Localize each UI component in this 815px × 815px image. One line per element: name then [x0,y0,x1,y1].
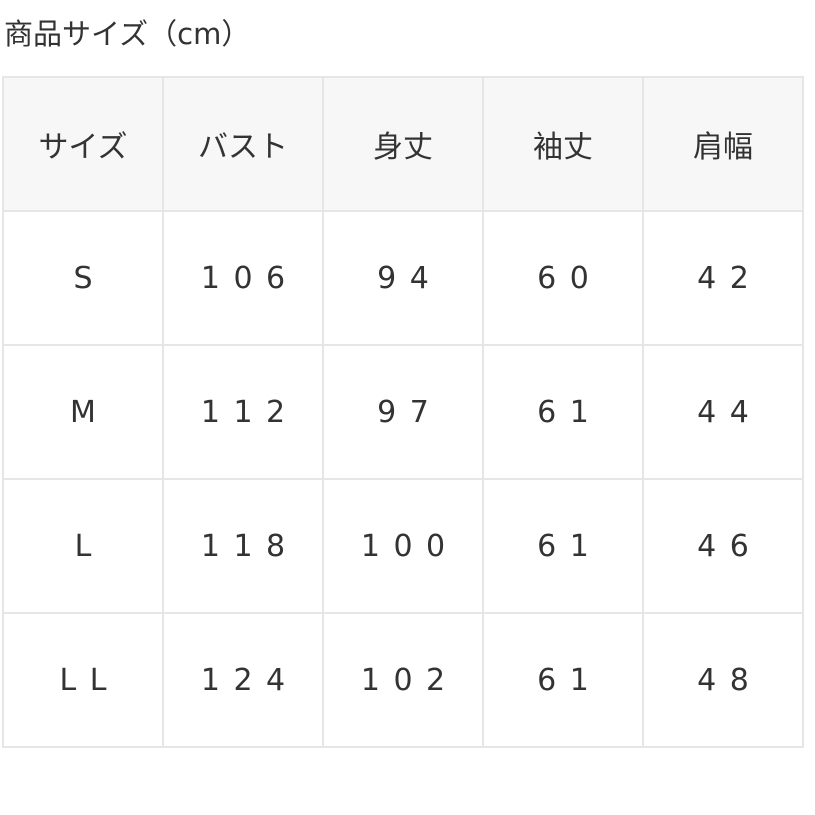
header-size: サイズ [2,76,164,212]
table-row: S 106 94 60 42 [2,210,804,346]
table-row: M 112 97 61 44 [2,344,804,480]
table-cell: 97 [322,344,484,480]
table-cell: 124 [162,612,324,748]
table-body: S 106 94 60 42 M 112 97 61 44 L 118 100 61 46 LL 124 102 6… [2,210,804,748]
size-table: サイズ バスト 身丈 袖丈 肩幅 S 106 94 60 42 M 112 97 61 44 L 11… [2,76,804,748]
table-row: LL 124 102 61 48 [2,612,804,748]
header-sleeve: 袖丈 [482,76,644,212]
table-cell: 44 [642,344,804,480]
table-cell: 112 [162,344,324,480]
table-cell: 100 [322,478,484,614]
table-cell: LL [2,612,164,748]
table-cell: 42 [642,210,804,346]
header-bust: バスト [162,76,324,212]
table-cell: M [2,344,164,480]
table-cell: 94 [322,210,484,346]
table-cell: 61 [482,344,644,480]
table-cell: S [2,210,164,346]
table-row: L 118 100 61 46 [2,478,804,614]
header-shoulder: 肩幅 [642,76,804,212]
table-header-row: サイズ バスト 身丈 袖丈 肩幅 [2,76,804,212]
header-length: 身丈 [322,76,484,212]
table-cell: 106 [162,210,324,346]
table-cell: 61 [482,612,644,748]
table-cell: 48 [642,612,804,748]
table-cell: 118 [162,478,324,614]
table-cell: 102 [322,612,484,748]
table-cell: 61 [482,478,644,614]
table-cell: 46 [642,478,804,614]
section-title: 商品サイズ（cm） [4,17,251,51]
table-cell: L [2,478,164,614]
table-cell: 60 [482,210,644,346]
